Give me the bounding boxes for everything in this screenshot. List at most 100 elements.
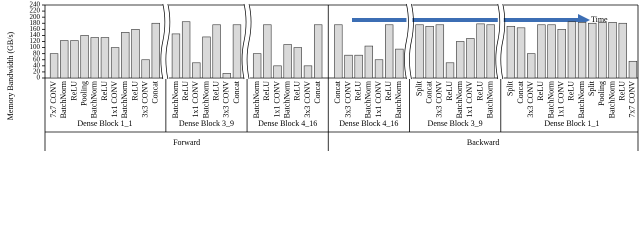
x-tick-label: Concat — [232, 80, 241, 103]
bar — [425, 25, 434, 79]
x-tick-label: BatchNorm — [364, 80, 373, 118]
x-tick-label: BatchNorm — [59, 80, 68, 118]
bar — [527, 53, 536, 79]
x-tick-label: Split — [587, 80, 596, 96]
bar — [131, 29, 140, 79]
bar — [121, 32, 130, 79]
x-tick-label: ReLU — [353, 81, 362, 101]
x-tick-label: ReLU — [181, 81, 190, 101]
axis-break-line — [246, 3, 252, 80]
group-label: Dense Block 4_16 — [339, 119, 398, 128]
bar — [547, 24, 556, 79]
phase-label: Forward — [173, 138, 200, 147]
x-tick-label: BatchNorm — [201, 80, 210, 118]
x-tick-label: 1x1 CONV — [374, 81, 383, 118]
x-tick-label: ReLU — [211, 81, 220, 101]
group-label: Dense Block 3_9 — [428, 119, 483, 128]
bar — [60, 40, 69, 79]
x-tick-label: 1x1 CONV — [272, 81, 281, 118]
bar — [588, 22, 597, 79]
x-tick-label: Concat — [516, 80, 525, 103]
x-tick-label: ReLU — [130, 81, 139, 101]
axis-break-line — [404, 3, 409, 80]
x-tick-label: BatchNorm — [486, 80, 495, 118]
y-tick-label: 60 — [33, 55, 41, 63]
bar — [141, 59, 150, 79]
bar — [100, 37, 110, 79]
bar — [445, 62, 455, 79]
x-tick-label: BatchNorm — [455, 80, 464, 118]
x-tick-label: Concat — [425, 80, 434, 103]
y-tick-label: 80 — [33, 49, 41, 57]
axis-break — [406, 4, 413, 79]
bar — [202, 36, 211, 79]
bar — [516, 27, 526, 79]
x-tick-label: ReLU — [262, 81, 271, 101]
x-tick-label: Pooling — [79, 81, 88, 106]
group-label: Dense Block 4_16 — [258, 119, 317, 128]
bar — [212, 24, 221, 79]
x-tick-label: Concat — [313, 80, 322, 103]
x-tick-label: BatchNorm — [394, 80, 403, 118]
x-tick-label: 3x3 CONV — [222, 81, 231, 118]
y-tick-label: 20 — [33, 68, 41, 76]
bar — [598, 22, 607, 79]
bar — [80, 35, 89, 79]
bar — [354, 54, 363, 79]
bar — [608, 22, 617, 79]
x-tick-label: Concat — [151, 80, 160, 103]
x-tick-label: Concat — [333, 80, 342, 103]
x-tick-label: ReLU — [384, 81, 393, 101]
bar — [232, 24, 242, 79]
x-tick-label: Pooling — [597, 81, 606, 106]
bar — [313, 24, 323, 79]
x-tick-label: 1x1 CONV — [191, 81, 200, 118]
bar — [263, 24, 272, 79]
phase-label: Backward — [467, 138, 499, 147]
bar — [374, 59, 384, 79]
y-tick-label: 140 — [30, 31, 41, 39]
bar — [344, 54, 353, 79]
axis-break-line — [241, 3, 247, 80]
x-tick-label: BatchNorm — [171, 80, 180, 118]
axis-break — [497, 4, 504, 79]
x-tick-label: 1x1 CONV — [110, 81, 119, 118]
bar — [273, 65, 282, 79]
x-tick-label: ReLU — [567, 81, 576, 101]
x-tick-label: 3x3 CONV — [343, 81, 352, 118]
bar — [181, 21, 191, 79]
axis-break-line — [160, 3, 166, 80]
x-tick-label: BatchNorm — [577, 80, 586, 118]
y-tick-label: 240 — [30, 1, 41, 9]
x-tick-label: ReLU — [100, 81, 109, 101]
bar — [385, 24, 394, 79]
bar — [456, 41, 465, 79]
bar — [293, 47, 302, 79]
axis-break-line — [500, 3, 506, 80]
x-tick-label: BatchNorm — [282, 80, 291, 118]
y-tick-label: 100 — [30, 43, 41, 51]
axis-break-line — [409, 3, 414, 80]
bar — [283, 44, 292, 79]
bar — [334, 24, 343, 79]
bar — [110, 47, 120, 79]
y-tick-label: 40 — [33, 61, 41, 69]
x-tick-label: ReLU — [536, 81, 545, 101]
x-tick-label: ReLU — [293, 81, 302, 101]
x-tick-label: 1x1 CONV — [557, 81, 566, 118]
group-label: Dense Block 1_1 — [544, 119, 599, 128]
bar — [90, 37, 99, 79]
bar — [628, 60, 638, 79]
x-tick-label: ReLU — [618, 81, 627, 101]
x-tick-label: ReLU — [445, 81, 454, 101]
bar — [252, 53, 262, 79]
x-tick-label: 3x3 CONV — [526, 81, 535, 118]
x-tick-label: 3x3 CONV — [140, 81, 149, 118]
bar — [303, 65, 313, 79]
bar — [70, 40, 79, 79]
axis-break — [162, 4, 169, 79]
bar — [415, 24, 424, 79]
bar — [171, 33, 181, 79]
x-tick-label: Split — [506, 80, 515, 96]
x-tick-label: BatchNorm — [607, 80, 616, 118]
